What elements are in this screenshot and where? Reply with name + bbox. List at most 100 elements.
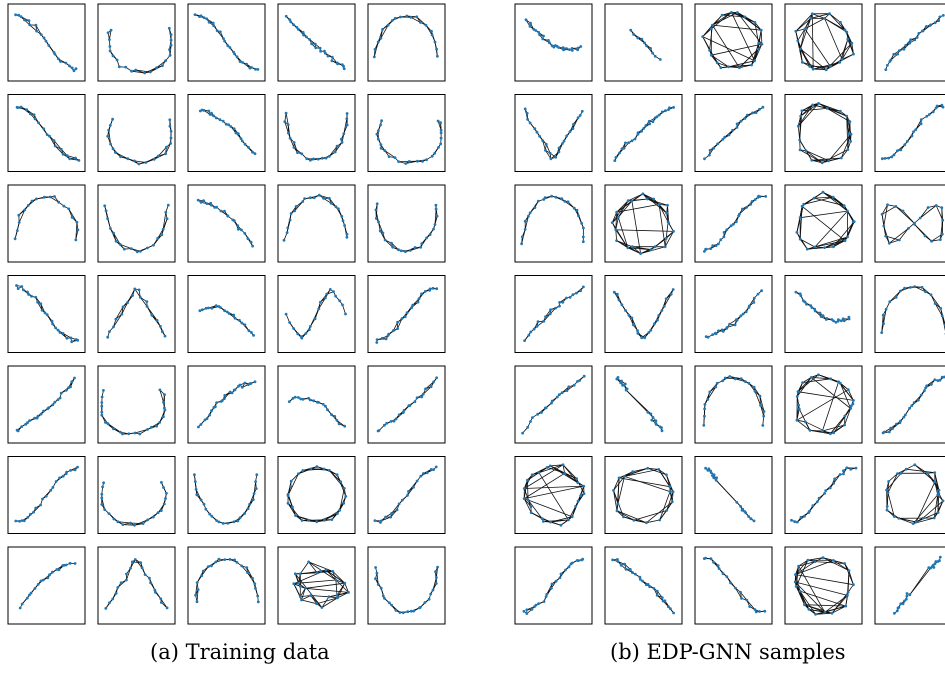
graph-node: [106, 217, 109, 221]
graph-node: [715, 381, 719, 385]
graph-edge: [545, 150, 552, 160]
graph-thumbnail: [187, 456, 266, 534]
graph-node: [651, 51, 654, 55]
graph-edge: [555, 147, 560, 158]
graph-node: [793, 520, 797, 524]
graph-node: [288, 321, 291, 324]
graph-node: [619, 563, 623, 567]
graph-node: [100, 492, 104, 496]
graph-edge: [642, 193, 667, 214]
graph-node: [672, 611, 675, 615]
graph-node: [657, 113, 661, 117]
graph-node: [616, 558, 619, 561]
graph-thumbnail: [784, 94, 863, 172]
graph-edge: [543, 313, 551, 322]
graph-node: [59, 147, 63, 151]
graph-node: [882, 322, 885, 326]
graph-edge: [844, 408, 851, 426]
graph-thumbnail: [874, 94, 945, 172]
graph-node: [581, 235, 585, 239]
graph-node: [544, 148, 547, 152]
graph-node: [210, 306, 214, 310]
graph-node: [424, 387, 427, 391]
graph-node: [165, 145, 168, 149]
graph-edge: [624, 467, 648, 477]
graph-node: [243, 381, 247, 385]
graph-node: [709, 471, 713, 474]
graph-node: [523, 339, 526, 342]
graph-node: [372, 55, 376, 59]
graph-node: [721, 330, 725, 333]
graph-node: [221, 522, 225, 525]
graph-node: [671, 490, 675, 494]
graph-edge: [416, 16, 427, 26]
graph-node: [576, 116, 580, 120]
graph-node: [145, 300, 149, 303]
graph-node: [703, 250, 706, 253]
graph-node: [630, 199, 634, 203]
graph-node: [289, 485, 292, 488]
graph-edge: [840, 149, 849, 159]
graph-node: [832, 319, 835, 323]
graph-node: [202, 109, 206, 112]
graph-node: [799, 47, 802, 51]
graph-node: [160, 233, 164, 237]
graph-node: [735, 126, 739, 129]
graph-node: [610, 221, 614, 225]
graph-node: [284, 312, 288, 316]
graph-edge: [934, 303, 943, 317]
graph-node: [811, 504, 815, 508]
graph-node: [649, 412, 653, 416]
graph-node: [299, 335, 303, 339]
graph-thumbnail: [694, 3, 773, 82]
graph-node: [565, 296, 568, 300]
graph-edge: [881, 204, 888, 215]
graph-node: [222, 37, 225, 40]
graph-thumbnail: [97, 456, 176, 534]
graph-node: [169, 33, 173, 36]
graph-node: [324, 296, 327, 300]
graph-node: [615, 509, 619, 513]
graph-node: [798, 589, 802, 593]
graph-node: [845, 114, 849, 118]
graph-node: [375, 341, 379, 344]
graph-node: [701, 35, 705, 38]
graph-edge: [797, 40, 811, 67]
graph-node: [305, 35, 308, 39]
graph-node: [55, 568, 59, 571]
graph-node: [437, 146, 440, 149]
graph-node: [50, 570, 54, 574]
graph-edge: [746, 599, 756, 610]
graph-node: [214, 304, 218, 307]
graph-node: [28, 419, 31, 422]
graph-node: [301, 31, 305, 34]
graph-node: [892, 515, 896, 518]
graph-node: [243, 232, 247, 235]
graph-edge: [120, 244, 132, 249]
thumbnail-frame: [604, 184, 683, 263]
graph-node: [911, 522, 915, 525]
graph-node: [165, 217, 169, 221]
graph-node: [396, 327, 399, 330]
graph-edge: [134, 519, 148, 526]
graph-node: [565, 134, 569, 138]
graph-node: [550, 399, 554, 403]
graph-node: [68, 64, 71, 68]
graph-node: [626, 246, 630, 250]
graph-node: [528, 25, 532, 28]
graph-node: [394, 609, 398, 612]
graph-node: [223, 394, 227, 397]
graph-node: [23, 208, 27, 212]
graph-node: [68, 561, 72, 565]
graph-node: [296, 396, 300, 399]
graph-node: [759, 403, 762, 407]
graph-node: [345, 117, 349, 121]
graph-edge: [937, 493, 940, 513]
graph-node: [374, 577, 377, 581]
graph-node: [236, 224, 240, 228]
graph-node: [557, 393, 561, 396]
graph-node: [937, 492, 941, 495]
graph-node: [232, 388, 236, 392]
graph-node: [54, 326, 57, 330]
graph-edge: [735, 378, 746, 382]
